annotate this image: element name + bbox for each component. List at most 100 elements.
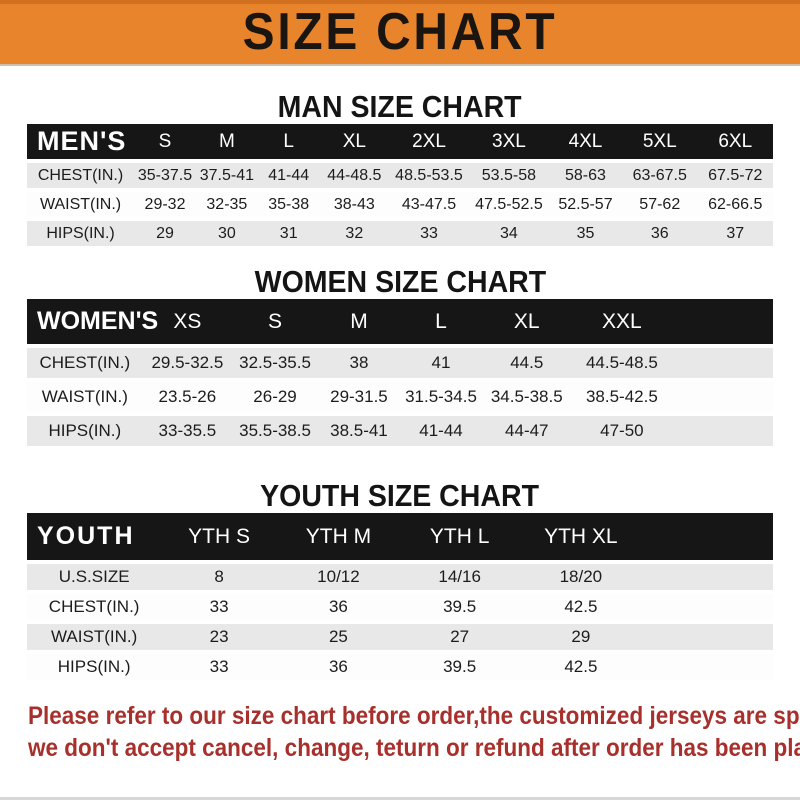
men-table-label: MEN'S [27, 124, 135, 159]
men-size-header: 2XL [389, 124, 469, 159]
youth-section-heading: YOUTH SIZE CHART [0, 480, 800, 513]
row-label: HIPS(IN.) [27, 412, 143, 446]
size-value: 35-37.5 [134, 159, 196, 188]
size-value: 44-47 [482, 412, 572, 446]
men-size-header: L [257, 124, 320, 159]
size-value: 32-35 [195, 188, 258, 217]
size-value: 30 [195, 217, 258, 246]
size-value: 63-67.5 [622, 159, 698, 188]
youth-table-row: CHEST(IN.) 33 36 39.5 42.5 [27, 590, 773, 620]
size-value: 33 [389, 217, 469, 246]
row-filler [642, 590, 773, 620]
youth-section-heading-text: YOUTH SIZE CHART [260, 478, 540, 513]
row-filler [642, 650, 773, 680]
women-table-row: HIPS(IN.) 33-35.5 35.5-38.5 38.5-41 41-44 44-… [27, 412, 773, 446]
size-value: 34.5-38.5 [482, 378, 572, 412]
men-section-heading: MAN SIZE CHART [0, 91, 800, 124]
youth-header-row: YOUTH YTH S YTH M YTH L YTH XL [27, 513, 773, 560]
banner-title: SIZE CHART [242, 3, 558, 61]
size-value: 47-50 [571, 412, 673, 446]
men-table-row: HIPS(IN.) 29 30 31 32 33 34 35 36 37 [27, 217, 773, 246]
row-label: WAIST(IN.) [27, 188, 135, 217]
size-value: 8 [161, 560, 277, 590]
size-value: 33 [161, 650, 277, 680]
size-value: 10/12 [276, 560, 400, 590]
row-label: CHEST(IN.) [27, 159, 135, 188]
women-size-header: M [317, 299, 400, 344]
size-value: 38.5-41 [317, 412, 400, 446]
row-label: CHEST(IN.) [27, 344, 143, 378]
men-size-header: 5XL [622, 124, 698, 159]
size-value: 41-44 [399, 412, 483, 446]
youth-table-row: U.S.SIZE 8 10/12 14/16 18/20 [27, 560, 773, 590]
size-chart-banner: SIZE CHART [0, 0, 800, 66]
footer-disclaimer-line2: we don't accept cancel, change, teturn o… [28, 734, 800, 762]
size-value: 44-48.5 [319, 159, 390, 188]
footer-disclaimer: Please refer to our size chart before or… [28, 700, 800, 764]
size-value: 52.5-57 [548, 188, 623, 217]
row-label: HIPS(IN.) [27, 217, 135, 246]
size-value: 37.5-41 [195, 159, 258, 188]
size-value: 44.5-48.5 [571, 344, 673, 378]
size-value: 43-47.5 [389, 188, 469, 217]
women-header-row: WOMEN'S XS S M L XL XXL [27, 299, 773, 344]
men-table-row: CHEST(IN.) 35-37.5 37.5-41 41-44 44-48.5 48.5… [27, 159, 773, 188]
row-filler [642, 560, 773, 590]
size-value: 29 [519, 620, 643, 650]
size-value: 39.5 [399, 650, 520, 680]
men-table-row: WAIST(IN.) 29-32 32-35 35-38 38-43 43-47.5 47.… [27, 188, 773, 217]
men-section-heading-text: MAN SIZE CHART [277, 89, 523, 124]
women-table-row: WAIST(IN.) 23.5-26 26-29 29-31.5 31.5-34.5 34… [27, 378, 773, 412]
row-filler [642, 620, 773, 650]
row-label: U.S.SIZE [27, 560, 162, 590]
size-value: 23.5-26 [142, 378, 233, 412]
size-value: 29.5-32.5 [142, 344, 233, 378]
men-size-header: 3XL [468, 124, 549, 159]
youth-header-filler [642, 513, 773, 560]
size-value: 53.5-58 [468, 159, 549, 188]
size-value: 29 [134, 217, 196, 246]
women-size-table: WOMEN'S XS S M L XL XXL CHEST(IN.) 29.5-32.5 32.5… [27, 299, 773, 446]
youth-table-row: WAIST(IN.) 23 25 27 29 [27, 620, 773, 650]
size-value: 38-43 [319, 188, 390, 217]
youth-table-row: HIPS(IN.) 33 36 39.5 42.5 [27, 650, 773, 680]
size-value: 57-62 [622, 188, 698, 217]
women-size-header: L [399, 299, 483, 344]
size-value: 36 [622, 217, 698, 246]
size-value: 38.5-42.5 [571, 378, 673, 412]
row-label: WAIST(IN.) [27, 620, 162, 650]
size-value: 27 [399, 620, 520, 650]
men-size-header: S [134, 124, 196, 159]
size-value: 25 [276, 620, 400, 650]
men-size-header: XL [319, 124, 390, 159]
row-filler [672, 412, 773, 446]
youth-size-table: YOUTH YTH S YTH M YTH L YTH XL U.S.SIZE 8 10/12… [27, 513, 773, 680]
size-value: 47.5-52.5 [468, 188, 549, 217]
size-value: 48.5-53.5 [389, 159, 469, 188]
women-header-filler [672, 299, 773, 344]
size-value: 34 [468, 217, 549, 246]
row-filler [672, 344, 773, 378]
size-value: 67.5-72 [697, 159, 773, 188]
youth-size-header: YTH S [161, 513, 277, 560]
youth-size-header: YTH M [276, 513, 400, 560]
size-value: 35 [548, 217, 623, 246]
size-value: 39.5 [399, 590, 520, 620]
size-value: 38 [317, 344, 400, 378]
youth-table-label: YOUTH [27, 513, 162, 560]
women-size-header: S [232, 299, 318, 344]
footer-disclaimer-line1: Please refer to our size chart before or… [28, 702, 800, 730]
size-value: 23 [161, 620, 277, 650]
size-value: 42.5 [519, 650, 643, 680]
size-value: 62-66.5 [697, 188, 773, 217]
women-size-header: XL [482, 299, 572, 344]
women-section-heading: WOMEN SIZE CHART [0, 266, 800, 299]
size-value: 35-38 [257, 188, 320, 217]
size-value: 32.5-35.5 [232, 344, 318, 378]
youth-size-header: YTH XL [519, 513, 643, 560]
bottom-divider [0, 797, 800, 800]
size-value: 37 [697, 217, 773, 246]
men-size-header: 4XL [548, 124, 623, 159]
youth-size-header: YTH L [399, 513, 520, 560]
row-label: WAIST(IN.) [27, 378, 143, 412]
